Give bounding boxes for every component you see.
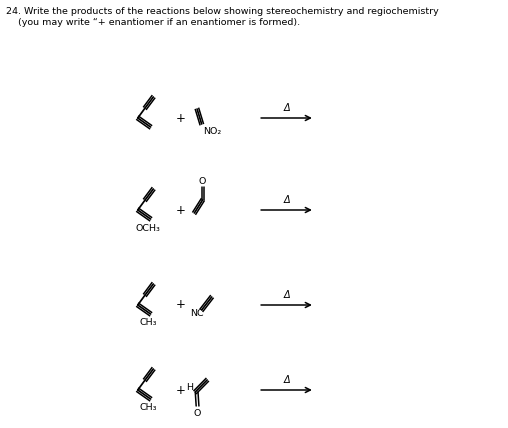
Text: 24. Write the products of the reactions below showing stereochemistry and regioc: 24. Write the products of the reactions … xyxy=(7,7,439,16)
Text: O: O xyxy=(194,409,201,418)
Text: Δ: Δ xyxy=(283,375,290,385)
Text: CH₃: CH₃ xyxy=(140,318,157,327)
Text: NO₂: NO₂ xyxy=(204,127,221,136)
Text: H: H xyxy=(186,383,194,392)
Text: CH₃: CH₃ xyxy=(140,403,157,412)
Text: +: + xyxy=(176,383,185,396)
Text: +: + xyxy=(176,298,185,312)
Text: +: + xyxy=(176,203,185,217)
Text: (you may write “+ enantiomer if an enantiomer is formed).: (you may write “+ enantiomer if an enant… xyxy=(7,18,301,27)
Text: O: O xyxy=(199,177,206,186)
Text: OCH₃: OCH₃ xyxy=(136,224,161,233)
Text: NC: NC xyxy=(190,309,203,318)
Text: Δ: Δ xyxy=(283,103,290,113)
Text: Δ: Δ xyxy=(283,195,290,205)
Text: +: + xyxy=(176,112,185,125)
Text: Δ: Δ xyxy=(283,290,290,300)
